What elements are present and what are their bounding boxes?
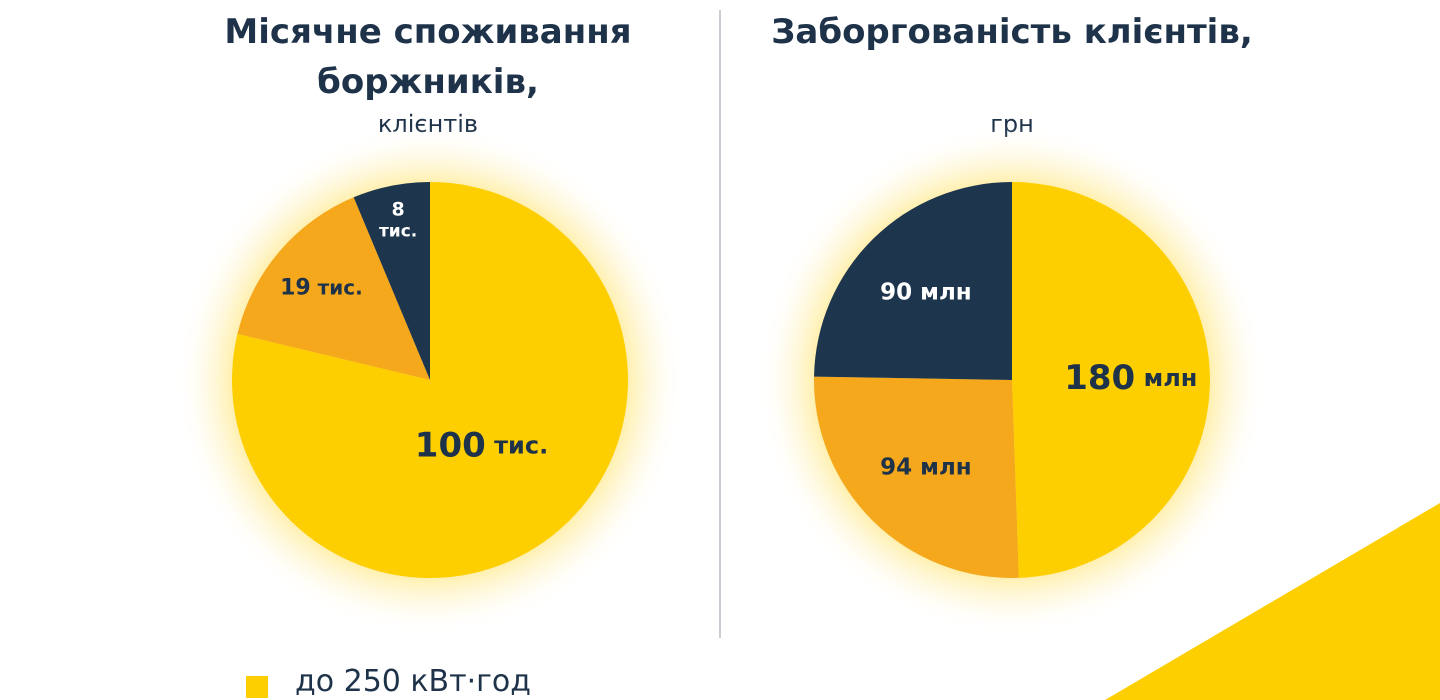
pie-slice-19 (237, 197, 430, 380)
slice-label-180: 180 млн (1064, 358, 1197, 398)
legend-swatch (246, 676, 268, 698)
slice-label-90: 90 млн (880, 279, 972, 305)
chart-divider (719, 10, 721, 638)
pie-slice-90 (814, 182, 1012, 380)
pie-chart-consumption: 100 тис. 19 тис. 8 тис. (175, 125, 685, 635)
chart1-title: Місячне споживання боржників, (224, 12, 632, 102)
slice-label-19: 19 тис. (280, 275, 363, 300)
pie-slice-94 (814, 376, 1019, 578)
pie-slice-8 (353, 182, 430, 380)
pie-chart-debt: 180 млн 94 млн 90 млн (757, 125, 1267, 635)
slice-label-94: 94 млн (880, 455, 972, 481)
slice-label-100: 100 тис. (415, 425, 548, 465)
pie-slice-180 (1012, 182, 1210, 578)
pie-slice-100 (231, 182, 628, 578)
chart2-title: Заборгованість клієнтів, (771, 12, 1253, 52)
legend-label: до 250 кВт·год (295, 664, 532, 699)
slice-label-8: 8 тис. (379, 198, 417, 241)
